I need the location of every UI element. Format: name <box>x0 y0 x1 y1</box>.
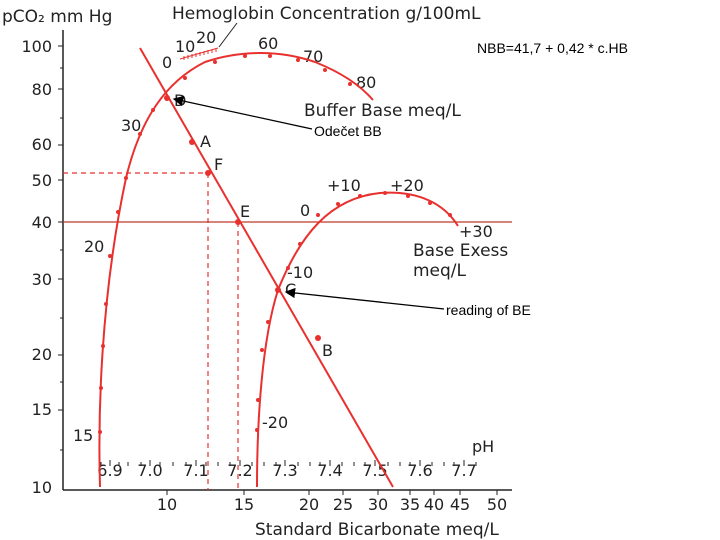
x-tick-label: 25 <box>333 495 353 514</box>
ph-tick-label: 7.0 <box>137 461 162 480</box>
x-tick-label: 15 <box>234 495 254 514</box>
ph-tick-label: 7.7 <box>451 461 476 480</box>
base-excess-marks <box>255 191 452 432</box>
base-excess-title-1: Base Exess <box>413 241 508 261</box>
be-pointer-arrow <box>284 287 445 310</box>
ph-title: pH <box>472 437 494 456</box>
point-b-label: B <box>322 341 333 360</box>
base-excess-curve <box>256 191 459 488</box>
point-c-label: C <box>285 280 296 299</box>
base-excess-title-2: meq/L <box>413 261 467 281</box>
be-tick-label: 0 <box>300 201 310 220</box>
ph-tick-label: 7.3 <box>272 461 297 480</box>
hb-scale-ticks <box>179 47 219 60</box>
hb-tick-label: 20 <box>196 28 216 47</box>
y-tick-label: 40 <box>32 213 52 232</box>
y-axis-ticks: 100 80 60 50 40 30 20 15 10 <box>21 37 63 497</box>
hb-tick-label: 70 <box>303 47 323 66</box>
bb-pointer-arrow <box>172 95 313 130</box>
buffer-base-tick-label: 15 <box>73 426 93 445</box>
be-tick-label: +20 <box>390 176 424 195</box>
buffer-base-tick-label: 30 <box>121 116 141 135</box>
hb-tick-label: 80 <box>356 73 376 92</box>
x-tick-label: 50 <box>487 495 507 514</box>
x-tick-label: 35 <box>400 495 420 514</box>
hb-tick-label: 60 <box>258 34 278 53</box>
y-tick-label: 15 <box>32 400 52 419</box>
y-tick-label: 30 <box>32 270 52 289</box>
x-tick-label: 30 <box>368 495 388 514</box>
x-tick-label: 45 <box>450 495 470 514</box>
ph-scale: 6.9 7.0 7.1 7.2 7.3 7.4 7.5 7.6 7.7 <box>97 460 477 480</box>
point-a-label: A <box>200 132 211 151</box>
be-tick-label: +10 <box>327 176 361 195</box>
x-axis-ticks: 10 15 20 25 30 35 40 45 50 55 <box>157 490 507 514</box>
buffer-base-curve <box>98 52 374 488</box>
point-e-label: E <box>240 202 250 221</box>
point-f-label: F <box>214 155 223 174</box>
reading-guides <box>63 172 239 490</box>
y-axis-title: pCO₂ mm Hg <box>2 7 112 27</box>
be-tick-label: -20 <box>262 413 288 432</box>
hemoglobin-title: Hemoglobin Concentration g/100mL <box>172 4 481 24</box>
y-tick-label: 100 <box>21 37 52 56</box>
be-reading-annotation: reading of BE <box>446 302 531 318</box>
x-axis-title: Standard Bicarbonate meq/L <box>255 520 499 540</box>
x-tick-label: 40 <box>424 495 444 514</box>
y-tick-label: 20 <box>32 345 52 364</box>
ph-tick-label: 7.2 <box>227 461 252 480</box>
x-tick-label: 10 <box>157 495 177 514</box>
patient-line <box>139 47 394 488</box>
patient-line-marks <box>164 95 321 341</box>
y-tick-label: 10 <box>32 478 52 497</box>
hb-tick-label: 10 <box>175 37 195 56</box>
ph-tick-label: 7.1 <box>183 461 208 480</box>
y-tick-label: 50 <box>32 171 52 190</box>
y-tick-label: 80 <box>32 80 52 99</box>
be-tick-label: -10 <box>287 263 313 282</box>
hb-scale-pointer <box>218 22 238 48</box>
y-tick-label: 60 <box>32 135 52 154</box>
bb-reading-annotation: Odečet BB <box>314 123 382 139</box>
x-tick-label: 20 <box>299 495 319 514</box>
buffer-base-tick-label: 20 <box>84 237 104 256</box>
formula-annotation: NBB=41,7 + 0,42 * c.HB <box>477 40 628 56</box>
ph-tick-label: 7.4 <box>317 461 342 480</box>
buffer-base-title: Buffer Base meq/L <box>304 101 461 121</box>
ph-tick-label: 6.9 <box>97 461 122 480</box>
be-tick-label: +30 <box>459 222 493 241</box>
ph-tick-label: 7.6 <box>407 461 432 480</box>
hb-tick-label: 0 <box>162 53 172 72</box>
